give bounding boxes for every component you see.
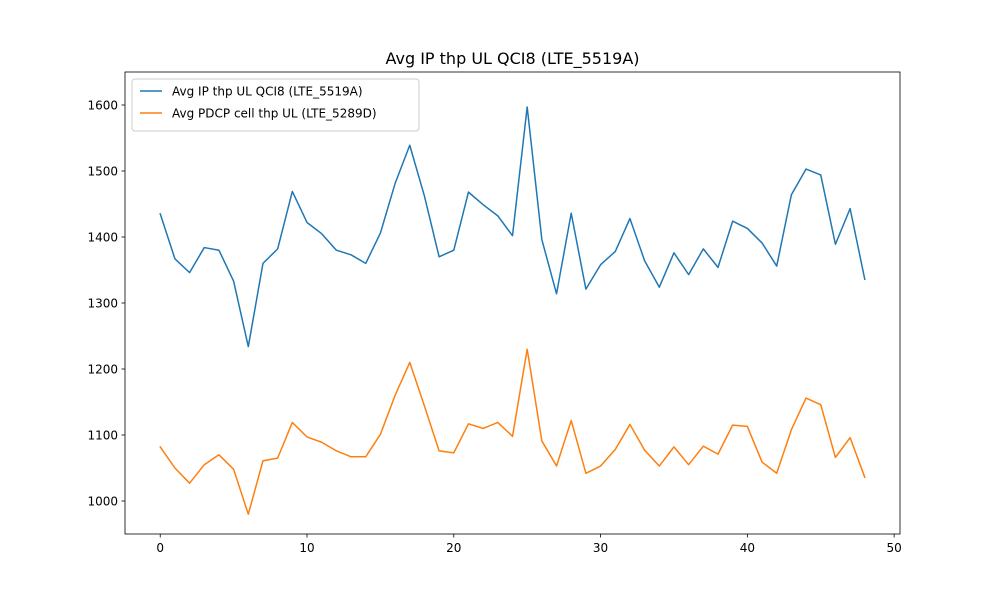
- legend: Avg IP thp UL QCI8 (LTE_5519A) Avg PDCP c…: [131, 78, 420, 132]
- legend-label-1: Avg IP thp UL QCI8 (LTE_5519A): [172, 85, 363, 99]
- x-tick-label: 30: [593, 541, 608, 555]
- x-tick-label: 50: [886, 541, 901, 555]
- legend-box: [131, 78, 420, 132]
- y-tick-label: 1500: [87, 165, 118, 179]
- y-tick-label: 1600: [87, 99, 118, 113]
- x-tick-label: 0: [156, 541, 164, 555]
- y-tick-label: 1000: [87, 495, 118, 509]
- plot-area: [159, 106, 866, 515]
- legend-label-2: Avg PDCP cell thp UL (LTE_5289D): [172, 107, 377, 121]
- y-tick-label: 1200: [87, 363, 118, 377]
- axes: 0 10 20 30 40 50 1000 1100 1200 1300 1400 1500 1600: [87, 71, 902, 555]
- series-line-2: [159, 348, 866, 515]
- chart-title: Avg IP thp UL QCI8 (LTE_5519A): [385, 49, 639, 69]
- y-tick-label: 1400: [87, 231, 118, 245]
- x-tick-label: 20: [446, 541, 461, 555]
- y-tick-label: 1100: [87, 429, 118, 443]
- series-line-1: [159, 106, 866, 348]
- y-tick-label: 1300: [87, 297, 118, 311]
- x-tick-label: 40: [740, 541, 755, 555]
- x-tick-label: 10: [299, 541, 314, 555]
